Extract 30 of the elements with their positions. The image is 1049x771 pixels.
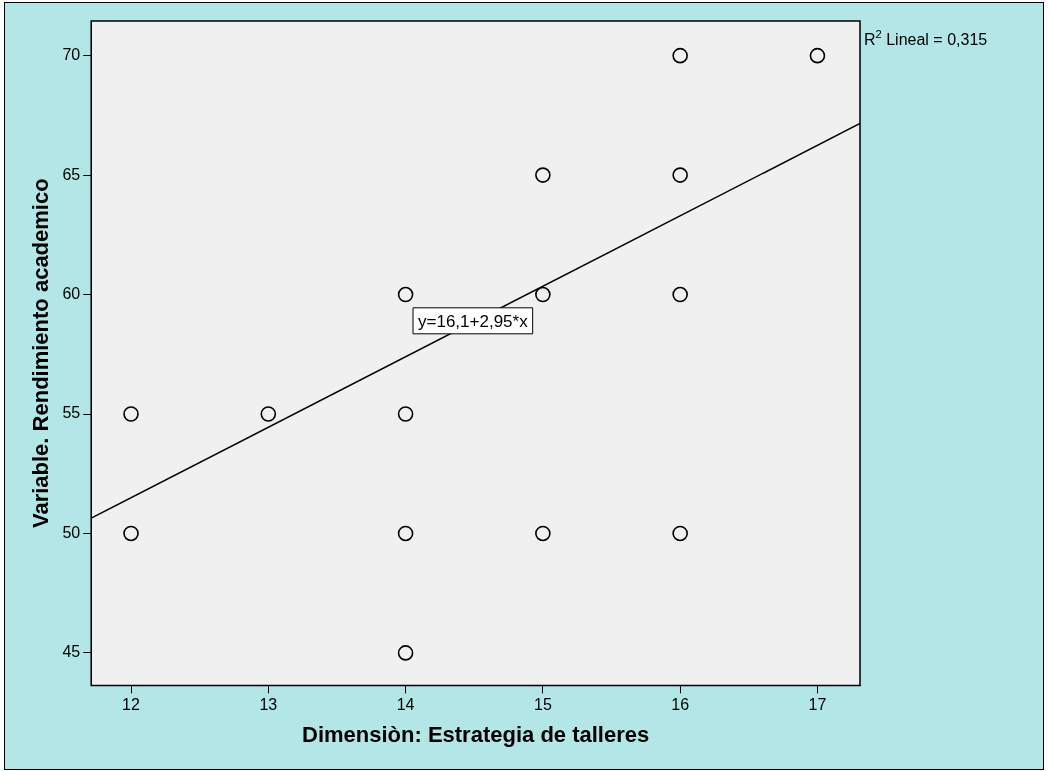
point: [535, 167, 551, 183]
point: [535, 286, 551, 303]
x-tick-label: 14: [396, 696, 415, 714]
x-axis-title: Dimensiòn: Estrategia de talleres: [301, 721, 650, 747]
point: [672, 167, 688, 183]
point: [397, 286, 414, 303]
x-tick-label: 12: [122, 696, 141, 714]
point: [397, 645, 414, 661]
x-tick-label: 13: [259, 696, 278, 714]
x-tick-label: 16: [671, 696, 690, 714]
point: [397, 525, 414, 542]
point: [672, 525, 688, 542]
y-tick-label: 60: [62, 284, 81, 302]
point: [123, 406, 139, 422]
y-tick-label: 65: [62, 165, 81, 183]
point: [397, 406, 414, 422]
y-tick-label: 70: [62, 46, 81, 64]
y-tick-label: 55: [62, 404, 81, 422]
x-tick-label: 17: [808, 696, 827, 714]
y-tick-label: 45: [62, 643, 81, 661]
point: [535, 525, 551, 542]
annotation: y=16,1+2,95*x: [418, 311, 529, 331]
point: [672, 286, 688, 303]
x-tick-label: 15: [533, 696, 552, 714]
point: [672, 47, 688, 64]
point: [123, 525, 139, 542]
point: [809, 47, 826, 64]
y-tick-label: 50: [62, 523, 81, 541]
point: [260, 406, 277, 422]
y-axis-title: Variable. Rendimiento academico: [28, 178, 54, 529]
